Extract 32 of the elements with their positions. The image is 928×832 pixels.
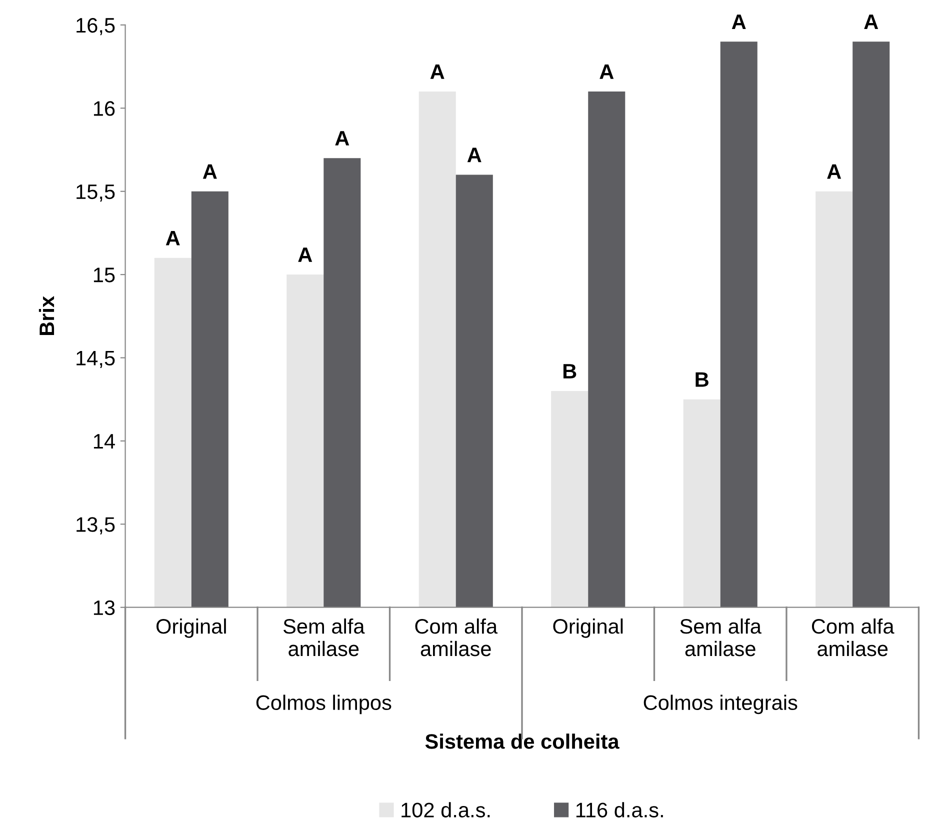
data-label: A: [430, 64, 444, 79]
x-axis-title: Sistema de colheita: [425, 734, 620, 749]
data-label: A: [166, 230, 180, 246]
data-label: A: [864, 14, 878, 29]
text: Colmos limpos: [256, 694, 392, 714]
data-label: A: [202, 164, 217, 179]
data-label: A: [827, 164, 842, 179]
x-tick-label: Com alfa amilase: [415, 618, 498, 656]
x-tick-label: Sem alfa amilase: [680, 618, 762, 656]
y-tick-label: 16,5: [76, 18, 115, 36]
x-tick-label: Sem alfa amilase: [283, 618, 365, 656]
x-tick-label: Com alfa amilase: [812, 618, 894, 656]
data-label: A: [335, 131, 350, 146]
y-axis-title: Brix: [38, 296, 54, 336]
data-label: B: [563, 364, 576, 378]
y-tick-label: 14: [94, 434, 115, 449]
y-tick-label: 13: [94, 600, 115, 616]
data-label: A: [600, 64, 614, 79]
y-tick-label: 16: [94, 101, 115, 116]
y-tick-label: 15: [94, 268, 115, 282]
legend-label: 102 d.a.s.: [402, 802, 490, 818]
data-label: A: [732, 14, 746, 29]
data-label: B: [696, 372, 708, 387]
data-label: A: [467, 148, 482, 162]
x-tick-label: Original: [156, 618, 226, 638]
y-tick-label: 13,5: [76, 517, 115, 534]
data-label: A: [298, 248, 312, 262]
y-tick-label: 15,5: [76, 184, 115, 202]
text: Colmos integrais: [644, 694, 798, 714]
legend-label: 116 d.a.s.: [576, 802, 663, 818]
x-tick-label: Original: [553, 618, 623, 638]
y-tick-label: 14,5: [76, 350, 115, 368]
